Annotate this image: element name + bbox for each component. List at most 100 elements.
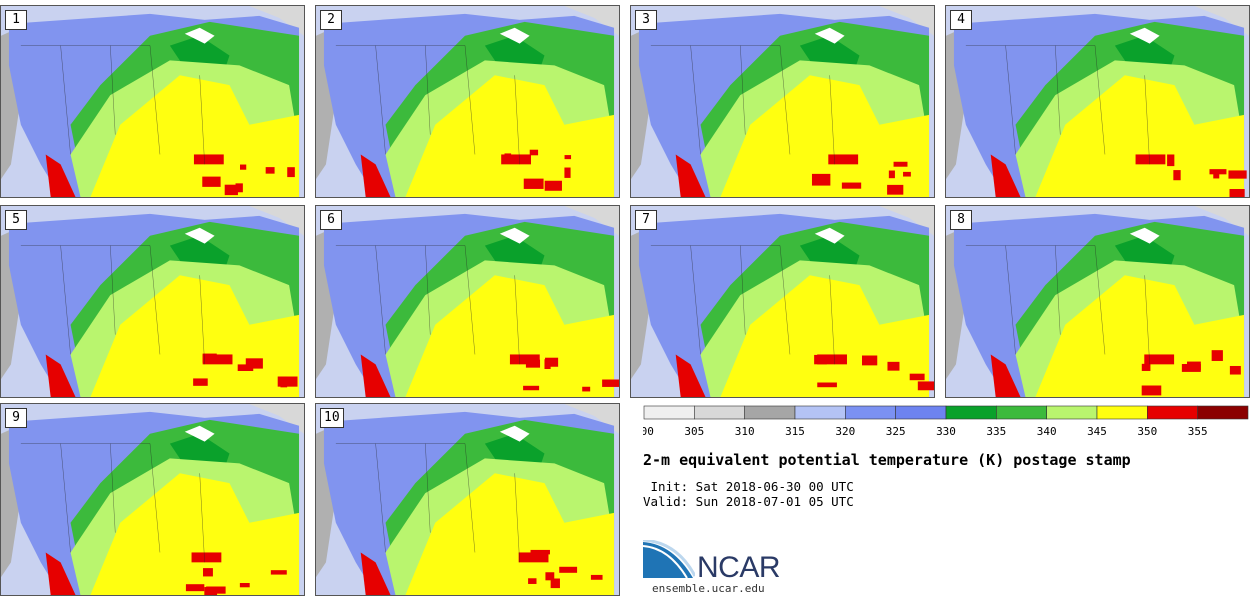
colorbar-bin (845, 405, 896, 420)
gulf-red-patch (817, 354, 847, 365)
colorbar-tick-label: 335 (986, 425, 1006, 438)
red-speckle (1141, 385, 1162, 396)
canada-gray-area (879, 6, 934, 36)
canada-gray-area (249, 404, 304, 434)
baja-red-patch (45, 552, 76, 595)
red-speckle (523, 385, 540, 391)
member-number: 5 (5, 210, 27, 230)
baja-red-patch (990, 354, 1021, 397)
theta-e-map (946, 206, 1249, 397)
member-number: 7 (635, 210, 657, 230)
colorbar: 300 305 310 315 320 325 330 335 340 345 350 355 (643, 405, 1249, 438)
yellow-region (90, 473, 300, 595)
member-panel-3: 3 (630, 5, 935, 198)
red-speckle (1141, 363, 1151, 371)
theta-e-map (631, 206, 934, 397)
baja-red-patch (45, 354, 76, 397)
colorbar-tick-label: 320 (835, 425, 855, 438)
gulf-red-patch (509, 354, 540, 365)
red-speckle (841, 182, 862, 189)
red-speckle (240, 164, 247, 170)
red-speckle (1213, 173, 1220, 179)
red-speckle (887, 184, 904, 195)
red-speckle (523, 178, 544, 189)
red-speckle (1173, 170, 1181, 181)
baja-red-patch (675, 354, 706, 397)
theta-e-map (1, 206, 304, 397)
colorbar-bin (643, 405, 695, 420)
baja-red-patch (360, 154, 391, 197)
red-speckle (277, 376, 298, 387)
red-speckle (887, 361, 900, 371)
red-speckle (582, 386, 591, 392)
logo-wordmark: NCAR (697, 551, 781, 584)
yellow-region (405, 75, 615, 197)
colorbar-tick-label: 350 (1137, 425, 1157, 438)
red-speckle (287, 167, 295, 178)
great-lakes (184, 27, 215, 44)
red-speckle (909, 373, 925, 381)
member-number: 2 (320, 10, 342, 30)
red-speckle (530, 549, 550, 555)
red-speckle (590, 574, 603, 580)
canada-gray-area (564, 6, 619, 36)
canada-gray-area (1194, 206, 1249, 236)
theta-e-map (1, 6, 304, 197)
yellow-region (405, 473, 615, 595)
red-speckle (528, 578, 537, 584)
colorbar-tick-label: 305 (684, 425, 704, 438)
member-number: 1 (5, 10, 27, 30)
member-panel-9: 9 (0, 403, 305, 596)
great-lakes (184, 425, 215, 442)
great-lakes (1129, 27, 1160, 44)
member-number: 6 (320, 210, 342, 230)
member-panel-7: 7 (630, 205, 935, 398)
state-borders (650, 245, 835, 365)
member-panel-8: 8 (945, 205, 1250, 398)
red-speckle (203, 568, 213, 577)
site-url: ensemble.ucar.edu (652, 582, 765, 595)
colorbar-bin (1046, 405, 1098, 420)
red-speckle (265, 167, 275, 174)
canada-gray-area (879, 206, 934, 236)
red-speckle (550, 578, 560, 589)
member-number: 4 (950, 10, 972, 30)
member-panel-1: 1 (0, 5, 305, 198)
gulf-red-patch (518, 552, 549, 563)
red-speckle (811, 173, 831, 186)
red-speckle (817, 382, 837, 388)
yellow-region (1035, 75, 1245, 197)
red-speckle (545, 357, 559, 367)
state-borders (965, 245, 1150, 365)
red-speckle (544, 180, 562, 191)
red-speckle (1229, 365, 1241, 375)
theta-e-map (1, 404, 304, 595)
red-speckle (888, 170, 895, 179)
colorbar-bin (996, 405, 1047, 420)
canada-gray-area (564, 404, 619, 434)
red-speckle (545, 572, 555, 581)
great-lakes (1129, 227, 1160, 244)
state-borders (650, 45, 835, 165)
yellow-region (405, 275, 615, 397)
theta-e-map (946, 6, 1249, 197)
red-speckle (245, 358, 263, 369)
colorbar-tick-label: 345 (1087, 425, 1107, 438)
red-speckle (239, 583, 250, 588)
great-lakes (184, 227, 215, 244)
colorbar-bin (1147, 405, 1198, 420)
red-speckle (559, 566, 578, 573)
colorbar-bin (794, 405, 846, 420)
gulf-red-patch (1135, 154, 1166, 165)
state-borders (965, 45, 1150, 165)
colorbar-bin (694, 405, 745, 420)
canada-gray-area (249, 206, 304, 236)
red-speckle (193, 378, 208, 386)
member-number: 10 (320, 408, 344, 428)
great-lakes (499, 27, 530, 44)
colorbar-tick-label: 315 (785, 425, 805, 438)
colorbar-tick-label: 340 (1037, 425, 1057, 438)
gulf-red-patch (193, 154, 224, 165)
red-speckle (1229, 189, 1245, 197)
red-speckle (237, 364, 254, 371)
